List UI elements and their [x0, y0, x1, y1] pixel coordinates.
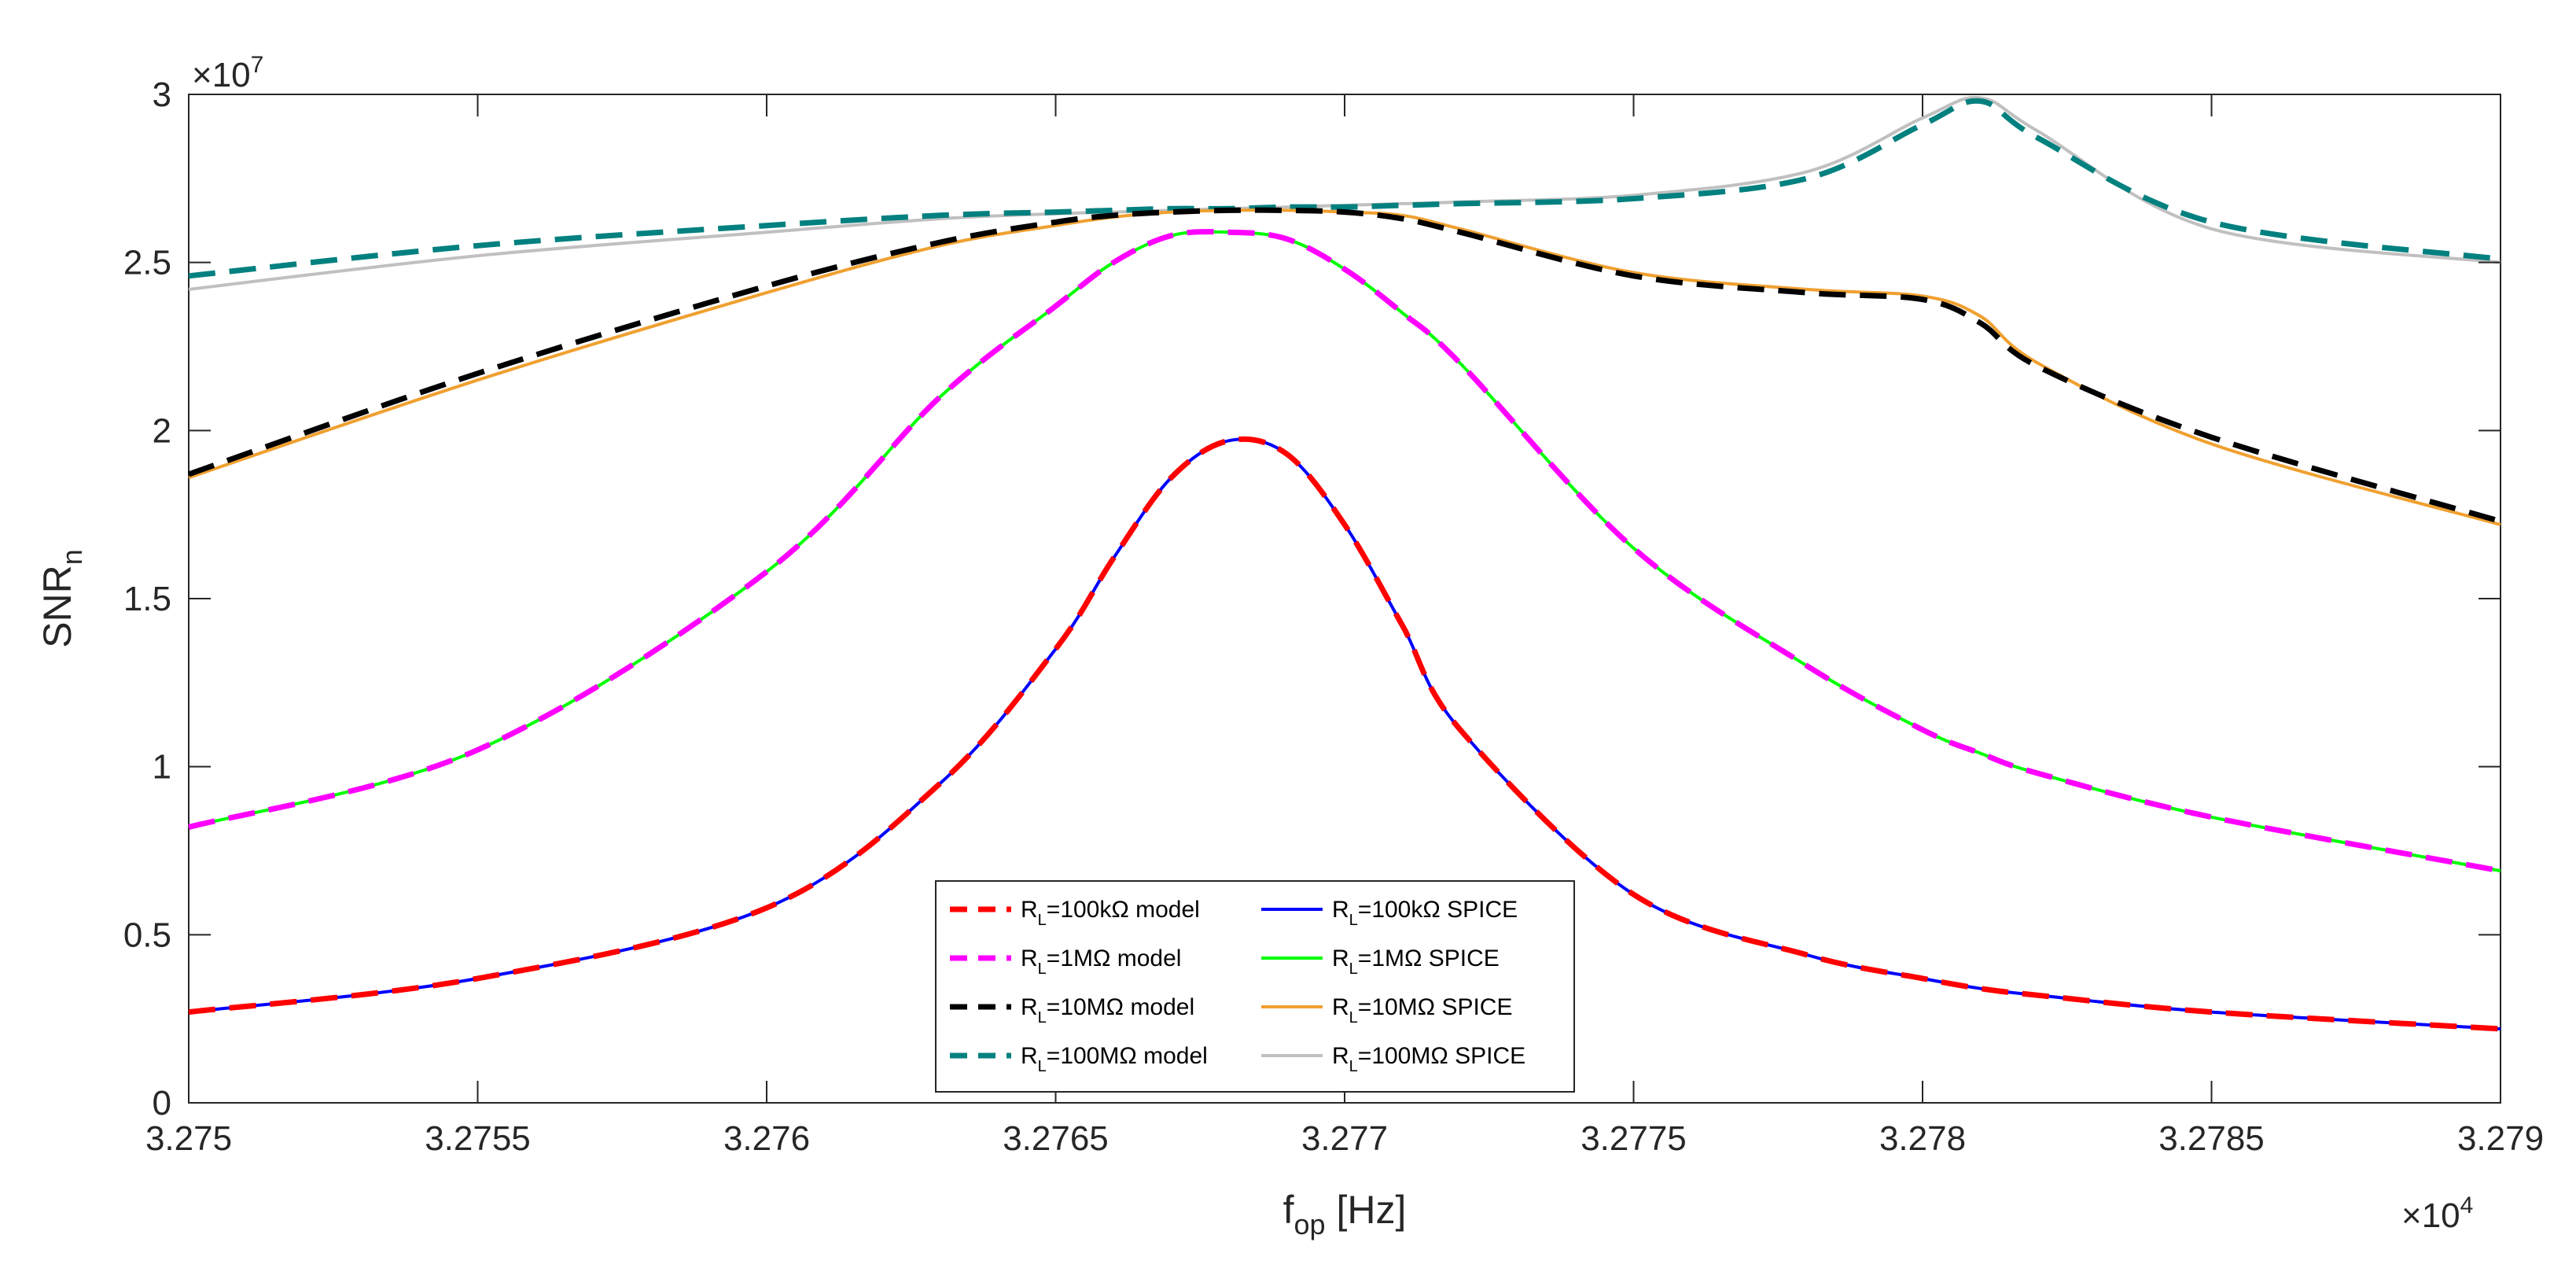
y-axis-label: SNRn — [35, 549, 88, 648]
legend-label-sub: L — [1349, 960, 1358, 978]
legend-label: RL=10MΩ model — [1021, 994, 1194, 1027]
legend-label-main: R — [1332, 945, 1349, 971]
legend-label: RL=100kΩ model — [1021, 897, 1200, 929]
legend-label-rest: =10MΩ model — [1047, 994, 1194, 1020]
x-exponent-power: 4 — [2460, 1192, 2474, 1218]
legend-label: RL=10MΩ SPICE — [1332, 994, 1512, 1027]
x-axis-label-rest: [Hz] — [1326, 1188, 1407, 1232]
legend-label-sub: L — [1349, 1009, 1358, 1027]
legend-label: RL=100MΩ model — [1021, 1043, 1208, 1075]
legend-label-rest: =100MΩ SPICE — [1358, 1043, 1525, 1069]
x-tick-label: 3.278 — [1879, 1119, 1966, 1158]
legend-label-main: R — [1021, 945, 1038, 971]
legend-label-main: R — [1021, 897, 1038, 923]
legend-label: RL=1MΩ SPICE — [1332, 945, 1500, 978]
legend-label: RL=100kΩ SPICE — [1332, 897, 1518, 929]
y-tick-label: 1 — [153, 748, 171, 787]
x-tick-label: 3.279 — [2457, 1119, 2544, 1158]
y-exponent-base: ×10 — [192, 56, 251, 94]
y-tick-label: 3 — [153, 76, 171, 114]
legend-box — [935, 880, 1575, 1093]
series-line-1 — [188, 229, 2501, 874]
legend-label-main: R — [1332, 994, 1349, 1020]
x-tick-label: 3.277 — [1301, 1119, 1388, 1158]
x-axis-label: fop [Hz] — [1283, 1188, 1407, 1240]
x-tick-label: 3.276 — [723, 1119, 810, 1158]
y-exponent-label: ×107 — [192, 52, 263, 94]
y-exponent-power: 7 — [251, 52, 264, 78]
tick-layer: 3.275 3.2755 3.276 3.2765 3.277 3.2775 3.278 3.… — [123, 76, 2544, 1158]
x-tick-label: 3.2755 — [425, 1119, 531, 1158]
x-exponent-base: ×10 — [2401, 1196, 2460, 1235]
legend-label-sub: L — [1038, 912, 1047, 929]
legend-label-main: R — [1332, 1043, 1349, 1069]
legend-label-sub: L — [1038, 960, 1047, 978]
series-line-3 — [188, 98, 2501, 279]
y-tick-label: 0.5 — [123, 916, 171, 954]
x-tick-label: 3.2775 — [1581, 1119, 1687, 1158]
series-line-2 — [187, 207, 2501, 525]
y-tick-label: 2 — [153, 411, 171, 450]
legend-label-rest: =10MΩ SPICE — [1358, 994, 1513, 1020]
series-layer — [187, 95, 2501, 1032]
legend-label-rest: =100kΩ model — [1047, 897, 1200, 923]
y-tick-label: 1.5 — [123, 580, 171, 618]
x-tick-label: 3.275 — [145, 1119, 232, 1158]
legend-label-rest: =100MΩ model — [1047, 1043, 1208, 1069]
series-line-0 — [188, 436, 2501, 1032]
x-axis-label-main: f — [1283, 1188, 1294, 1232]
x-tick-label: 3.2785 — [2158, 1119, 2265, 1158]
y-tick-label: 0 — [153, 1084, 171, 1122]
legend-label-rest: =100kΩ SPICE — [1358, 897, 1518, 923]
legend-label-main: R — [1332, 897, 1349, 923]
y-tick-label: 2.5 — [123, 244, 171, 282]
y-axis-label-sub: n — [56, 549, 88, 565]
legend-label-rest: =1MΩ model — [1047, 945, 1182, 971]
legend-label: RL=100MΩ SPICE — [1332, 1043, 1525, 1075]
legend-label-sub: L — [1349, 912, 1358, 929]
legend-label-main: R — [1021, 994, 1038, 1020]
x-axis-label-sub: op — [1294, 1208, 1326, 1240]
legend-label-rest: =1MΩ SPICE — [1358, 945, 1500, 971]
x-tick-label: 3.2765 — [1003, 1119, 1109, 1158]
y-axis-label-main: SNR — [35, 565, 79, 648]
x-exponent-label: ×104 — [2401, 1192, 2473, 1235]
legend-label-sub: L — [1349, 1058, 1358, 1075]
legend-label-main: R — [1021, 1043, 1038, 1069]
legend-label-sub: L — [1038, 1009, 1047, 1027]
legend-label: RL=1MΩ model — [1021, 945, 1181, 978]
legend-label-sub: L — [1038, 1058, 1047, 1075]
